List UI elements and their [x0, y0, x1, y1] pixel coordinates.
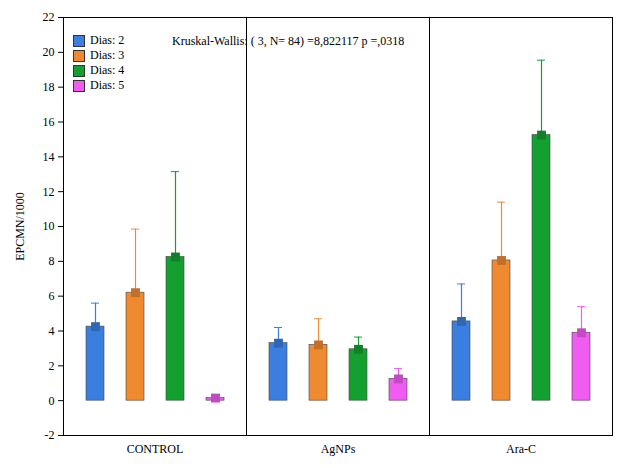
svg-text:CONTROL: CONTROL: [127, 442, 184, 456]
svg-text:-2: -2: [45, 428, 55, 442]
html-text:Dias: 2: Dias: 2: [90, 33, 125, 47]
svg-text:6: 6: [49, 289, 55, 303]
svg-text:Ara-C: Ara-C: [506, 442, 536, 456]
svg-text:10: 10: [43, 219, 55, 233]
svg-text:16: 16: [43, 115, 55, 129]
svg-text:12: 12: [43, 185, 55, 199]
html-text:Dias: 5: Dias: 5: [90, 78, 125, 92]
svg-text:18: 18: [43, 80, 55, 94]
svg-text:EPCMN/1000: EPCMN/1000: [13, 192, 27, 261]
html-text:Dias: 3: Dias: 3: [90, 48, 125, 62]
svg-text:AgNPs: AgNPs: [321, 442, 356, 456]
svg-text:2: 2: [49, 359, 55, 373]
svg-text:22: 22: [43, 10, 55, 24]
svg-text:0: 0: [49, 394, 55, 408]
svg-text:4: 4: [49, 324, 55, 338]
svg-text:8: 8: [49, 254, 55, 268]
html-text:Kruskal-Wallis: ( 3, N= 84) =8: Kruskal-Wallis: ( 3, N= 84) =8,822117 p …: [172, 34, 405, 48]
svg-text:14: 14: [43, 150, 55, 164]
svg-text:20: 20: [43, 45, 55, 59]
html-text:Dias: 4: Dias: 4: [90, 63, 125, 77]
